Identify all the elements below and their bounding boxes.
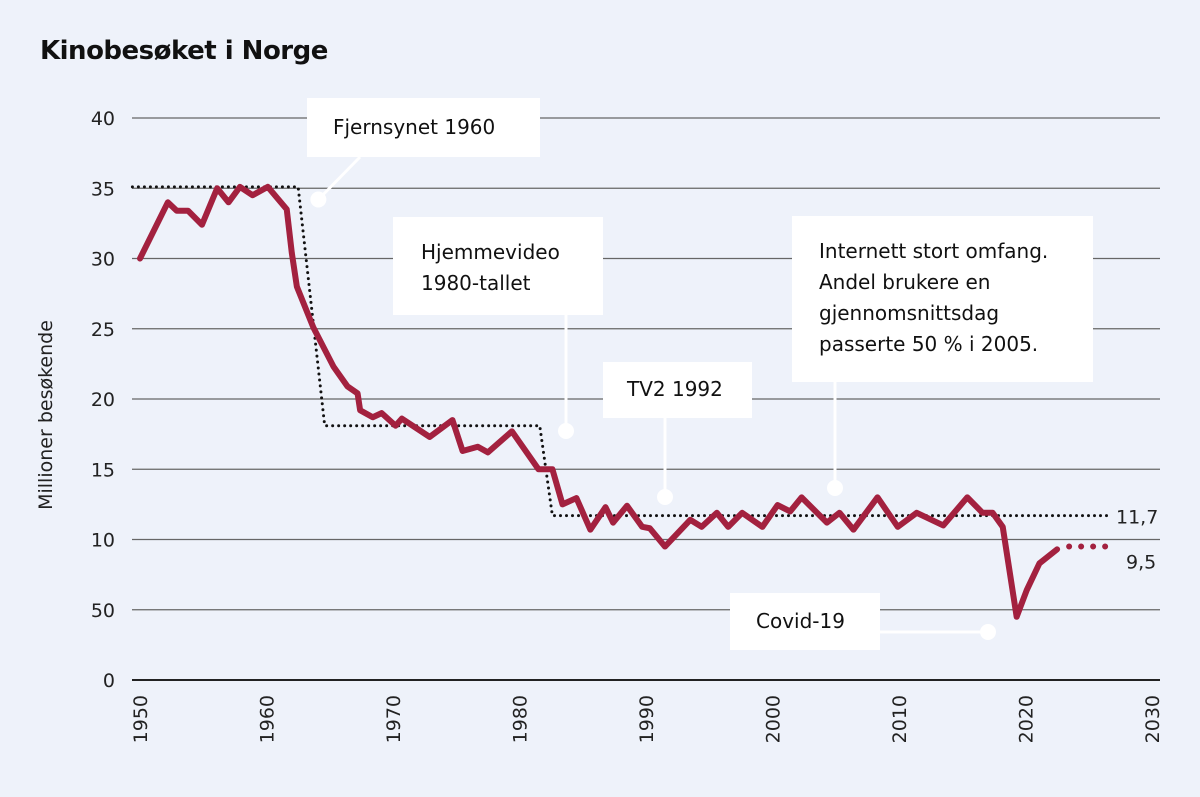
y-tick-label: 10 [91,530,115,552]
annotation-dot [558,423,574,439]
y-tick-label: 20 [91,389,115,411]
y-tick-label: 0 [103,670,115,692]
chart-title: Kinobesøket i Norge [40,36,328,66]
x-tick-label: 2000 [763,695,785,743]
y-tick-label: 25 [91,319,115,341]
y-tick-label: 50 [91,600,115,622]
x-tick-label: 2010 [889,695,911,743]
x-tick-label: 2020 [1016,695,1038,743]
annotation-box-covid: Covid-19 [730,593,880,650]
annotation-box-internett: Internett stort omfang. Andel brukere en… [792,216,1093,382]
annotation-dot [827,480,843,496]
annotation-dot [657,489,673,505]
y-tick-label: 40 [91,108,115,130]
annotation-box-tv2: TV2 1992 [603,362,752,418]
annotation-dot [980,624,996,640]
y-axis-label: Millioner besøkende [35,320,57,510]
x-tick-label: 1990 [636,695,658,743]
x-tick-label: 1950 [130,695,152,743]
step-line-end-label: 11,7 [1116,507,1158,529]
y-tick-label: 35 [91,178,115,200]
x-tick-label: 1970 [383,695,405,743]
y-tick-label: 15 [91,459,115,481]
annotation-box-hjemmevideo: Hjemmevideo 1980-tallet [393,217,603,315]
y-tick-label: 30 [91,249,115,271]
projection-label: 9,5 [1126,552,1156,574]
annotation-dot [310,191,327,208]
x-tick-label: 2030 [1142,695,1164,743]
x-tick-label: 1980 [510,695,532,743]
annotation-box-fjernsynet: Fjernsynet 1960 [307,98,540,157]
x-tick-label: 1960 [257,695,279,743]
annotation-connector [317,155,362,201]
